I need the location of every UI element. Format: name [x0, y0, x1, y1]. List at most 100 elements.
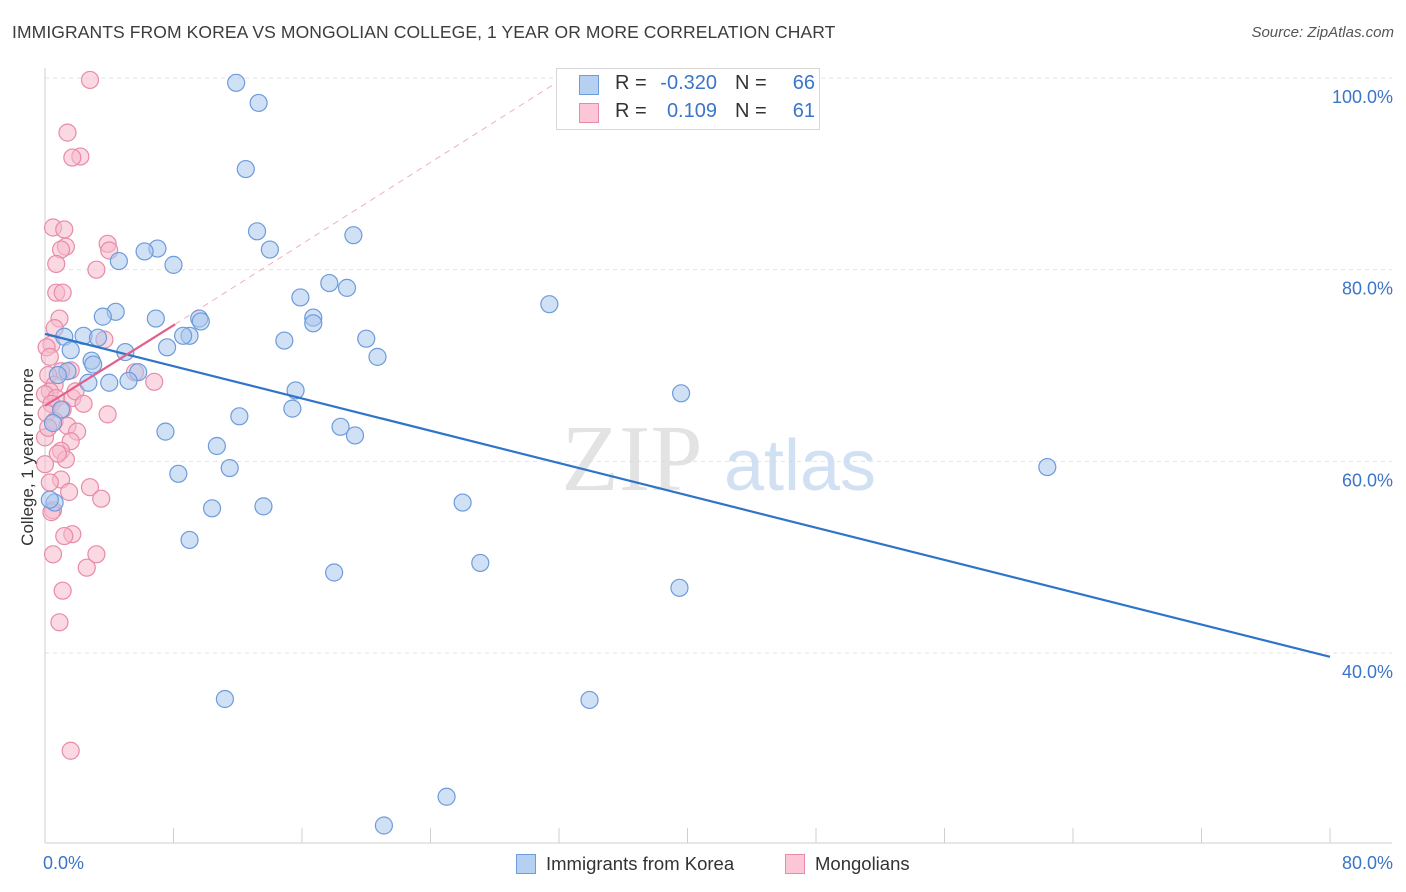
data-point-korea	[215, 689, 234, 709]
trendline-mongolians	[44, 323, 176, 407]
x-tick-label: 0.0%	[43, 853, 84, 873]
data-point-mongolians	[98, 405, 117, 424]
data-point-korea	[119, 371, 138, 390]
data-point-korea	[61, 341, 80, 360]
data-point-mongolians	[80, 478, 100, 497]
bottom-legend-label-mongolians: Mongolians	[815, 853, 910, 874]
data-point-korea	[337, 278, 357, 297]
x-tick-label: 80.0%	[1342, 853, 1393, 873]
chart-title: IMMIGRANTS FROM KOREA VS MONGOLIAN COLLE…	[12, 22, 836, 42]
legend-n-value: 66	[792, 72, 815, 94]
data-point-korea	[325, 563, 344, 582]
data-point-korea	[670, 578, 689, 597]
data-point-korea	[331, 417, 350, 436]
y-tick-label: 40.0%	[1342, 662, 1393, 682]
data-point-korea	[283, 399, 302, 418]
legend-r-value: 0.109	[666, 100, 717, 122]
data-point-korea	[247, 222, 267, 241]
data-point-korea	[437, 787, 456, 806]
legend-r-label: R =	[615, 100, 647, 122]
data-point-mongolians	[145, 372, 164, 391]
data-point-korea	[157, 338, 177, 357]
bottom-legend-swatch-korea	[516, 854, 536, 874]
data-point-korea	[260, 240, 279, 259]
data-point-korea	[84, 355, 103, 374]
data-point-korea	[540, 295, 559, 314]
data-point-korea	[220, 458, 239, 478]
data-point-mongolians	[48, 444, 67, 463]
data-point-mongolians	[87, 545, 106, 564]
data-point-korea	[345, 426, 365, 445]
data-point-mongolians	[40, 347, 59, 366]
y-tick-label: 100.0%	[1332, 87, 1393, 107]
data-point-korea	[368, 347, 387, 366]
data-point-korea	[374, 816, 394, 835]
axes	[44, 68, 1392, 844]
data-point-korea	[48, 365, 67, 385]
data-point-mongolians	[40, 473, 59, 492]
watermark-atlas: atlas	[724, 426, 876, 506]
data-point-korea	[207, 436, 226, 456]
bottom-legend-label-korea: Immigrants from Korea	[546, 853, 735, 874]
y-tick-label: 60.0%	[1342, 470, 1393, 490]
data-point-korea	[146, 309, 165, 328]
legend-swatch-korea	[579, 75, 599, 95]
data-point-korea	[236, 159, 255, 179]
data-point-korea	[471, 553, 490, 573]
watermark: ZIP atlas	[562, 407, 877, 511]
data-point-mongolians	[80, 70, 100, 90]
data-point-korea	[40, 490, 59, 509]
legend-n-value: 61	[792, 100, 815, 122]
data-point-mongolians	[74, 394, 93, 413]
trendlines	[44, 77, 1331, 658]
data-point-mongolians	[63, 148, 82, 167]
data-point-mongolians	[35, 455, 55, 474]
data-point-mongolians	[87, 260, 106, 279]
watermark-zip: ZIP	[562, 407, 703, 511]
data-point-korea	[230, 407, 249, 426]
trendline-korea	[44, 332, 1331, 658]
grid-lines	[45, 77, 1392, 654]
data-point-korea	[202, 499, 222, 518]
data-point-mongolians	[53, 581, 72, 600]
data-point-korea	[320, 273, 339, 293]
legend-r-label: R =	[615, 72, 647, 94]
data-point-korea	[249, 93, 268, 113]
data-point-korea	[580, 690, 599, 710]
data-point-korea	[344, 226, 363, 245]
data-point-korea	[43, 413, 63, 433]
data-point-korea	[164, 255, 183, 274]
tick-labels: 40.0% 60.0% 80.0% 100.0% 0.0% 80.0%	[43, 87, 1393, 873]
data-point-mongolians	[55, 220, 74, 239]
bottom-legend-mongolians: Mongolians	[785, 852, 910, 876]
bottom-legend-korea: Immigrants from Korea	[516, 852, 734, 876]
data-point-korea	[88, 328, 108, 347]
data-point-mongolians	[59, 482, 79, 502]
data-point-mongolians	[77, 558, 96, 577]
data-point-korea	[357, 329, 376, 348]
series-immigrants-from-korea	[40, 73, 1057, 835]
legend-r-value: -0.320	[660, 72, 717, 94]
correlation-legend: R = -0.320 N = 66 R = 0.109 N = 61	[556, 68, 820, 130]
data-point-mongolians	[61, 741, 80, 760]
data-point-korea	[291, 288, 310, 307]
data-point-korea	[453, 493, 472, 512]
data-point-mongolians	[43, 545, 63, 564]
legend-n-label: N =	[735, 100, 767, 122]
data-point-korea	[275, 331, 294, 350]
legend-n-label: N =	[735, 72, 767, 94]
data-point-korea	[254, 497, 273, 516]
y-tick-label: 80.0%	[1342, 279, 1393, 299]
legend-swatch-mongolians	[579, 103, 599, 123]
chart-source: Source: ZipAtlas.com	[1251, 24, 1394, 41]
trendline-mongolians-extension	[174, 77, 565, 325]
data-point-korea	[671, 384, 691, 403]
data-point-korea	[1038, 457, 1057, 477]
data-point-korea	[100, 373, 119, 392]
data-point-mongolians	[58, 123, 77, 142]
data-point-korea	[191, 312, 210, 331]
data-point-mongolians	[55, 526, 74, 546]
data-point-korea	[135, 242, 154, 261]
data-point-korea	[304, 314, 323, 333]
